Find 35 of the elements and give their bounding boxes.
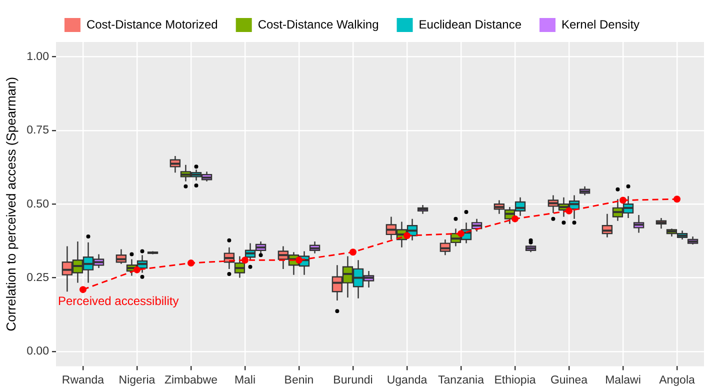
- y-tick-label: 0.50: [26, 198, 49, 210]
- y-tick-label: 0.00: [26, 346, 49, 358]
- x-tick-label: Mali: [234, 374, 256, 386]
- x-tick-label: Tanzania: [438, 374, 485, 386]
- x-tick-label: Rwanda: [62, 374, 105, 386]
- point: [511, 215, 518, 222]
- legend-label: Kernel Density: [562, 17, 640, 32]
- point: [79, 286, 86, 294]
- x-tick-label: Malawi: [605, 374, 641, 386]
- y-tick-label: 0.75: [26, 124, 49, 137]
- point: [187, 260, 194, 267]
- point: [241, 256, 248, 264]
- x-tick-label: Benin: [284, 374, 314, 386]
- x-tick-label: Burundi: [333, 374, 373, 386]
- x-tick-label: Uganda: [386, 374, 428, 386]
- x-tick-label: Nigeria: [118, 374, 156, 386]
- point: [349, 248, 356, 256]
- y-axis-title: Correlation to perceived access (Spearman): [3, 76, 18, 332]
- point: [565, 207, 572, 214]
- x-tick-label: Angola: [659, 374, 696, 386]
- point: [674, 196, 680, 203]
- point: [457, 230, 464, 238]
- y-tick-label: 1.00: [26, 50, 49, 63]
- series-label: Perceived accessibility: [58, 294, 179, 308]
- point: [133, 266, 140, 274]
- x-tick-label: Zimbabwe: [164, 374, 218, 386]
- y-tick-label: 0.25: [26, 272, 49, 284]
- x-tick-label: Ethiopia: [494, 374, 536, 386]
- legend-label: Cost-Distance Walking: [258, 17, 379, 32]
- legend-label: Euclidean Distance: [418, 17, 522, 32]
- point: [403, 232, 410, 240]
- point: [295, 256, 302, 264]
- legend-label: Cost-Distance Motorized: [86, 17, 218, 32]
- point: [620, 196, 626, 204]
- x-tick-label: Guinea: [550, 374, 588, 386]
